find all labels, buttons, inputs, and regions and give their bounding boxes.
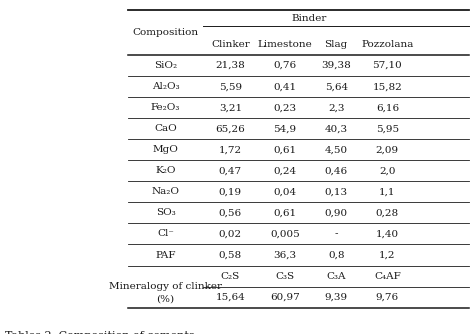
Text: 5,59: 5,59 (219, 82, 242, 91)
Text: 5,64: 5,64 (325, 82, 348, 91)
Text: Pozzolana: Pozzolana (361, 40, 413, 48)
Text: 1,40: 1,40 (376, 229, 399, 238)
Text: Limestone: Limestone (257, 40, 312, 48)
Text: 0,47: 0,47 (219, 166, 242, 175)
Text: 9,76: 9,76 (376, 293, 399, 302)
Text: Fe₂O₃: Fe₂O₃ (151, 103, 180, 112)
Text: Na₂O: Na₂O (152, 187, 180, 196)
Text: 0,24: 0,24 (273, 166, 297, 175)
Text: 5,95: 5,95 (376, 124, 399, 133)
Text: (%): (%) (156, 295, 174, 304)
Text: Binder: Binder (291, 14, 327, 23)
Text: SO₃: SO₃ (155, 208, 175, 217)
Text: Clinker: Clinker (211, 40, 250, 48)
Text: 0,23: 0,23 (273, 103, 297, 112)
Text: 54,9: 54,9 (273, 124, 297, 133)
Text: 65,26: 65,26 (216, 124, 245, 133)
Text: 60,97: 60,97 (270, 293, 300, 302)
Text: PAF: PAF (155, 250, 176, 260)
Text: 1,1: 1,1 (379, 187, 396, 196)
Text: Composition: Composition (132, 28, 199, 37)
Text: 0,90: 0,90 (325, 208, 348, 217)
Text: 3,21: 3,21 (219, 103, 242, 112)
Text: SiO₂: SiO₂ (154, 61, 177, 70)
Text: Tables 2. Composition of cements: Tables 2. Composition of cements (5, 331, 194, 334)
Text: Slag: Slag (325, 40, 348, 48)
Text: 15,82: 15,82 (373, 82, 402, 91)
Text: 2,0: 2,0 (379, 166, 396, 175)
Text: 9,39: 9,39 (325, 293, 348, 302)
Text: 0,61: 0,61 (273, 208, 297, 217)
Text: 0,19: 0,19 (219, 187, 242, 196)
Text: C₂S: C₂S (221, 272, 240, 281)
Text: 40,3: 40,3 (325, 124, 348, 133)
Text: 6,16: 6,16 (376, 103, 399, 112)
Text: -: - (335, 229, 338, 238)
Text: 0,41: 0,41 (273, 82, 297, 91)
Text: C₃A: C₃A (327, 272, 346, 281)
Text: 4,50: 4,50 (325, 145, 348, 154)
Text: 1,2: 1,2 (379, 250, 396, 260)
Text: 2,09: 2,09 (376, 145, 399, 154)
Text: 15,64: 15,64 (216, 293, 245, 302)
Text: 57,10: 57,10 (373, 61, 402, 70)
Text: 1,72: 1,72 (219, 145, 242, 154)
Text: 0,61: 0,61 (273, 145, 297, 154)
Text: MgO: MgO (153, 145, 178, 154)
Text: 39,38: 39,38 (321, 61, 351, 70)
Text: 36,3: 36,3 (273, 250, 297, 260)
Text: 0,56: 0,56 (219, 208, 242, 217)
Text: 0,46: 0,46 (325, 166, 348, 175)
Text: K₂O: K₂O (155, 166, 176, 175)
Text: C₄AF: C₄AF (374, 272, 401, 281)
Text: 0,04: 0,04 (273, 187, 297, 196)
Text: Cl⁻: Cl⁻ (157, 229, 174, 238)
Text: 0,02: 0,02 (219, 229, 242, 238)
Text: 0,58: 0,58 (219, 250, 242, 260)
Text: Al₂O₃: Al₂O₃ (152, 82, 179, 91)
Text: CaO: CaO (154, 124, 177, 133)
Text: 0,005: 0,005 (270, 229, 300, 238)
Text: C₃S: C₃S (275, 272, 294, 281)
Text: 0,8: 0,8 (328, 250, 345, 260)
Text: 0,13: 0,13 (325, 187, 348, 196)
Text: 21,38: 21,38 (216, 61, 245, 70)
Text: Mineralogy of clinker: Mineralogy of clinker (109, 282, 222, 291)
Text: 0,76: 0,76 (273, 61, 297, 70)
Text: 0,28: 0,28 (376, 208, 399, 217)
Text: 2,3: 2,3 (328, 103, 345, 112)
